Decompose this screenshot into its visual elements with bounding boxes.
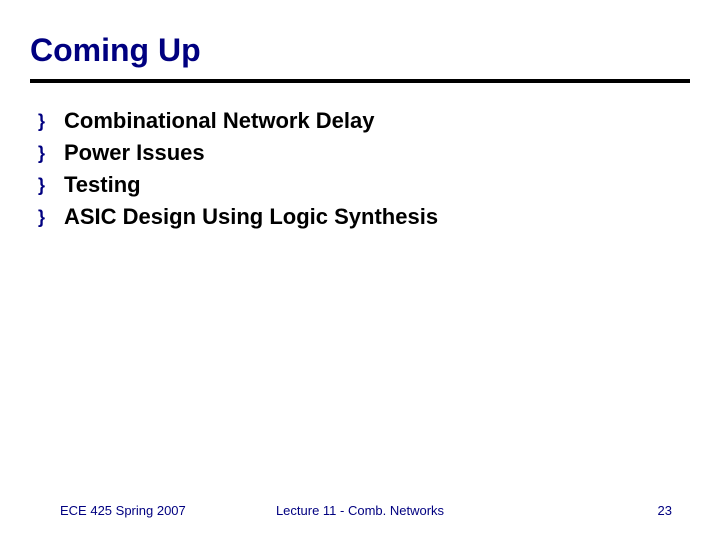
list-item: } Testing — [38, 171, 690, 199]
slide-footer: ECE 425 Spring 2007 Lecture 11 - Comb. N… — [0, 503, 720, 518]
footer-lecture: Lecture 11 - Comb. Networks — [276, 503, 444, 518]
list-item: } Combinational Network Delay — [38, 107, 690, 135]
slide-title: Coming Up — [30, 32, 690, 69]
footer-page-number: 23 — [658, 503, 672, 518]
bullet-text: Power Issues — [64, 139, 205, 167]
bullet-text: Testing — [64, 171, 141, 199]
bullet-list: } Combinational Network Delay } Power Is… — [30, 107, 690, 231]
bullet-icon: } — [38, 139, 64, 167]
bullet-text: ASIC Design Using Logic Synthesis — [64, 203, 438, 231]
slide-container: Coming Up } Combinational Network Delay … — [0, 0, 720, 540]
bullet-icon: } — [38, 171, 64, 199]
bullet-text: Combinational Network Delay — [64, 107, 375, 135]
list-item: } Power Issues — [38, 139, 690, 167]
bullet-icon: } — [38, 107, 64, 135]
footer-course: ECE 425 Spring 2007 — [60, 503, 186, 518]
title-underline — [30, 79, 690, 83]
list-item: } ASIC Design Using Logic Synthesis — [38, 203, 690, 231]
bullet-icon: } — [38, 203, 64, 231]
